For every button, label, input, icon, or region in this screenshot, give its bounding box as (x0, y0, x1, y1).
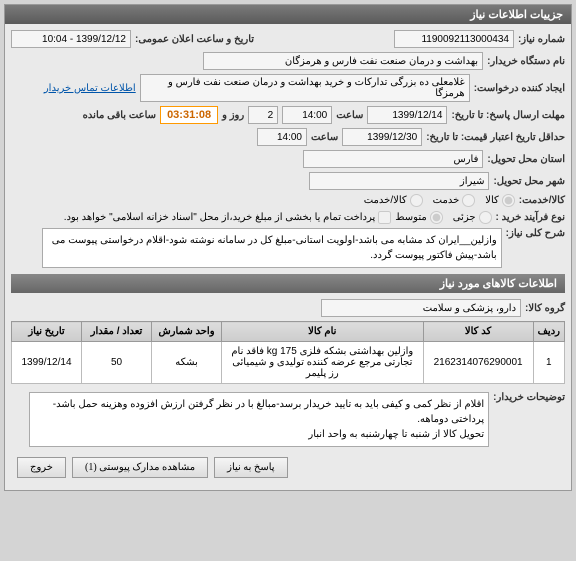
remaining-label: ساعت باقی مانده (83, 110, 156, 121)
deadline-label: مهلت ارسال پاسخ: تا تاریخ: (451, 110, 565, 121)
items-header: اطلاعات کالاهای مورد نیاز (11, 274, 565, 293)
credit-time: 14:00 (257, 128, 307, 146)
td-code: 2162314076290001 (423, 342, 533, 384)
deadline-date: 1399/12/14 (367, 106, 447, 124)
td-name: وازلین بهداشتی بشکه فلزی 175 kg فاقد نام… (222, 342, 424, 384)
th-qty: تعداد / مقدار (82, 322, 152, 342)
th-code: کد کالا (423, 322, 533, 342)
announce-value: 1399/12/12 - 10:04 (11, 30, 131, 48)
time-label-2: ساعت (311, 132, 338, 143)
reply-button[interactable]: پاسخ به نیاز (214, 457, 288, 478)
buy-opt-medium[interactable]: متوسط (395, 211, 442, 224)
days-label: روز و (222, 110, 244, 121)
city-label: شهر محل تحویل: (493, 176, 565, 187)
buy-opt-minor[interactable]: جزئی (453, 211, 492, 224)
items-table: ردیف کد کالا نام کالا واحد شمارش تعداد /… (11, 321, 565, 384)
th-unit: واحد شمارش (152, 322, 222, 342)
buyer-label: نام دستگاه خریدار: (487, 56, 565, 67)
contact-link[interactable]: اطلاعات تماس خریدار (44, 83, 136, 94)
th-date: تاریخ نیاز (12, 322, 82, 342)
province-label: استان محل تحویل: (487, 154, 565, 165)
service-opt-khedmat[interactable]: خدمت (433, 194, 476, 207)
time-label-1: ساعت (336, 110, 363, 121)
service-type-label: کالا/خدمت: (519, 195, 565, 206)
group-label: گروه کالا: (525, 303, 565, 314)
service-opt-kala[interactable]: کالا (485, 194, 515, 207)
city-value: شیراز (309, 172, 489, 190)
buy-type-group: جزئی متوسط (395, 211, 491, 224)
countdown-timer: 03:31:08 (160, 106, 218, 124)
table-row[interactable]: 1 2162314076290001 وازلین بهداشتی بشکه ف… (12, 342, 565, 384)
buy-note-check[interactable]: پرداخت تمام یا بخشی از مبلغ خرید،از محل … (64, 211, 392, 224)
td-qty: 50 (82, 342, 152, 384)
close-button[interactable]: خروج (17, 457, 66, 478)
deadline-time: 14:00 (282, 106, 332, 124)
notes-label: توضیحات خریدار: (493, 392, 565, 403)
table-header-row: ردیف کد کالا نام کالا واحد شمارش تعداد /… (12, 322, 565, 342)
requester-label: ایجاد کننده درخواست: (474, 83, 565, 94)
group-value: دارو، پزشکی و سلامت (321, 299, 521, 317)
credit-label: حداقل تاریخ اعتبار قیمت: تا تاریخ: (426, 132, 565, 143)
desc-value: وازلین__ایران کد مشابه می باشد-اولویت اس… (42, 228, 502, 268)
credit-date: 1399/12/30 (342, 128, 422, 146)
service-opt-both[interactable]: کالا/خدمت (364, 194, 423, 207)
td-unit: بشکه (152, 342, 222, 384)
desc-label: شرح کلی نیاز: (506, 228, 565, 239)
th-row: ردیف (533, 322, 564, 342)
province-value: فارس (303, 150, 483, 168)
panel-body: شماره نیاز: 1190092113000434 تاریخ و ساع… (5, 24, 571, 490)
announce-label: تاریخ و ساعت اعلان عمومی: (135, 34, 254, 45)
footer-buttons: پاسخ به نیاز مشاهده مدارک پیوستی (1) خرو… (11, 451, 565, 484)
attachments-button[interactable]: مشاهده مدارک پیوستی (1) (72, 457, 208, 478)
td-row: 1 (533, 342, 564, 384)
days-remaining: 2 (248, 106, 278, 124)
need-number-label: شماره نیاز: (518, 34, 565, 45)
notes-value: اقلام از نظر کمی و کيفی بايد به تاييد خر… (29, 392, 489, 447)
buyer-value: بهداشت و درمان صنعت نفت فارس و هرمزگان (203, 52, 483, 70)
buy-type-label: نوع فرآیند خرید : (496, 212, 565, 223)
th-name: نام کالا (222, 322, 424, 342)
need-number-value: 1190092113000434 (394, 30, 514, 48)
td-date: 1399/12/14 (12, 342, 82, 384)
main-panel: جزییات اطلاعات نیاز شماره نیاز: 11900921… (4, 4, 572, 491)
panel-title: جزییات اطلاعات نیاز (5, 5, 571, 24)
service-type-group: کالا خدمت کالا/خدمت (364, 194, 515, 207)
requester-value: غلامعلی ده بزرگی تدارکات و خرید بهداشت و… (140, 74, 470, 102)
